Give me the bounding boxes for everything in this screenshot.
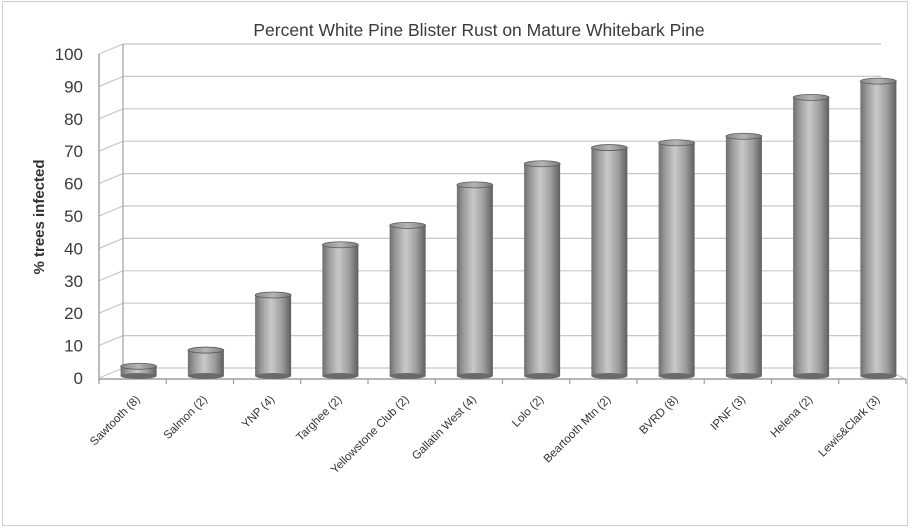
y-tick-label-8: 80 — [64, 110, 83, 129]
bar-base-7 — [591, 373, 628, 379]
gridline-side-4 — [98, 237, 124, 249]
gridline-side-8 — [98, 108, 124, 120]
gridline-side-3 — [98, 270, 124, 282]
bar-base-11 — [860, 373, 897, 379]
bar-base-2 — [255, 373, 292, 379]
gridline-side-5 — [98, 205, 124, 217]
x-tick-label-0: Sawtooth (8) — [88, 394, 143, 449]
x-tick-label-2: YNP (4) — [240, 394, 277, 431]
bar-base-8 — [658, 373, 695, 379]
bar-top-9 — [725, 132, 763, 140]
bar-body-3 — [322, 244, 359, 376]
x-tick-label-8: BVRD (8) — [637, 394, 680, 437]
bar-body-7 — [591, 147, 628, 376]
bar-4 — [389, 221, 427, 379]
x-tick-label-10: Helena (2) — [769, 394, 816, 441]
y-tick-label-1: 10 — [64, 337, 83, 356]
bar-5 — [456, 181, 494, 379]
bar-top-5 — [456, 181, 494, 189]
x-tick-label-7: Beartooth Mtn (2) — [542, 394, 614, 466]
bar-body-0 — [120, 366, 157, 376]
bar-body-6 — [524, 163, 561, 376]
y-tick-labels: 0 10 20 30 40 50 60 70 80 90 100 — [55, 45, 83, 388]
bar-10 — [792, 93, 830, 379]
bar-body-8 — [658, 142, 695, 376]
bar-1 — [187, 346, 225, 379]
gridline-side-6 — [98, 173, 124, 185]
chart-title: Percent White Pine Blister Rust on Matur… — [253, 20, 704, 40]
x-tick-label-1: Salmon (2) — [162, 394, 210, 442]
y-tick-label-2: 20 — [64, 304, 83, 323]
y-tick-label-3: 30 — [64, 272, 83, 291]
bar-base-4 — [389, 373, 426, 379]
axes — [98, 44, 907, 384]
bar-body-11 — [860, 81, 897, 376]
bar-body-9 — [725, 136, 762, 376]
bar-top-3 — [321, 241, 359, 249]
bar-3 — [321, 241, 359, 379]
bar-base-6 — [524, 373, 561, 379]
bar-body-2 — [255, 295, 292, 376]
bar-chart: Percent White Pine Blister Rust on Matur… — [31, 20, 907, 477]
y-tick-label-6: 60 — [64, 175, 83, 194]
bar-base-9 — [725, 373, 762, 379]
x-tick-label-4: Yellowstone Club (2) — [329, 394, 412, 477]
bar-0 — [120, 362, 158, 379]
bar-base-10 — [793, 373, 830, 379]
bar-body-5 — [456, 184, 493, 376]
y-tick-label-4: 40 — [64, 239, 83, 258]
x-tick-label-6: Lolo (2) — [510, 394, 546, 430]
bar-top-1 — [187, 346, 225, 354]
x-tick-label-9: IPNF (3) — [709, 394, 748, 433]
bar-top-4 — [389, 221, 427, 229]
bar-top-6 — [523, 160, 561, 168]
y-tick-label-5: 50 — [64, 207, 83, 226]
y-axis-label: % trees infected — [31, 159, 48, 274]
bar-top-11 — [859, 77, 897, 85]
bar-top-8 — [658, 139, 696, 147]
bar-top-10 — [792, 93, 830, 101]
bar-7 — [590, 144, 628, 379]
bar-2 — [254, 291, 292, 379]
bar-body-4 — [389, 225, 426, 376]
bar-top-2 — [254, 291, 292, 299]
bars — [120, 77, 897, 379]
y-tick-label-9: 90 — [64, 77, 83, 96]
bar-top-0 — [120, 362, 158, 370]
x-tick-label-11: Lewis&Clark (3) — [817, 394, 883, 460]
bar-base-5 — [456, 373, 493, 379]
gridline-side-10 — [98, 43, 124, 55]
gridline-side-2 — [98, 302, 124, 314]
gridline-side-7 — [98, 140, 124, 152]
bar-9 — [725, 132, 763, 379]
y-tick-label-0: 0 — [74, 369, 83, 388]
gridline-side-0 — [98, 367, 124, 379]
x-tick-labels: Sawtooth (8) Salmon (2) YNP (4) Targhee (2)… — [88, 394, 882, 477]
y-tick-label-7: 70 — [64, 142, 83, 161]
bar-top-7 — [590, 144, 628, 151]
x-tick-label-5: Gallatin West (4) — [410, 394, 479, 463]
gridline-side-1 — [98, 335, 124, 347]
bar-base-0 — [120, 373, 157, 379]
bar-body-1 — [187, 350, 224, 376]
x-tick-label-3: Targhee (2) — [294, 394, 344, 444]
bar-6 — [523, 160, 561, 379]
bar-11 — [859, 77, 897, 379]
y-tick-label-10: 100 — [55, 45, 83, 64]
bar-8 — [658, 139, 696, 379]
bar-body-10 — [793, 97, 830, 377]
bar-base-3 — [322, 373, 359, 379]
gridline-side-9 — [98, 75, 124, 87]
bar-base-1 — [187, 373, 224, 379]
